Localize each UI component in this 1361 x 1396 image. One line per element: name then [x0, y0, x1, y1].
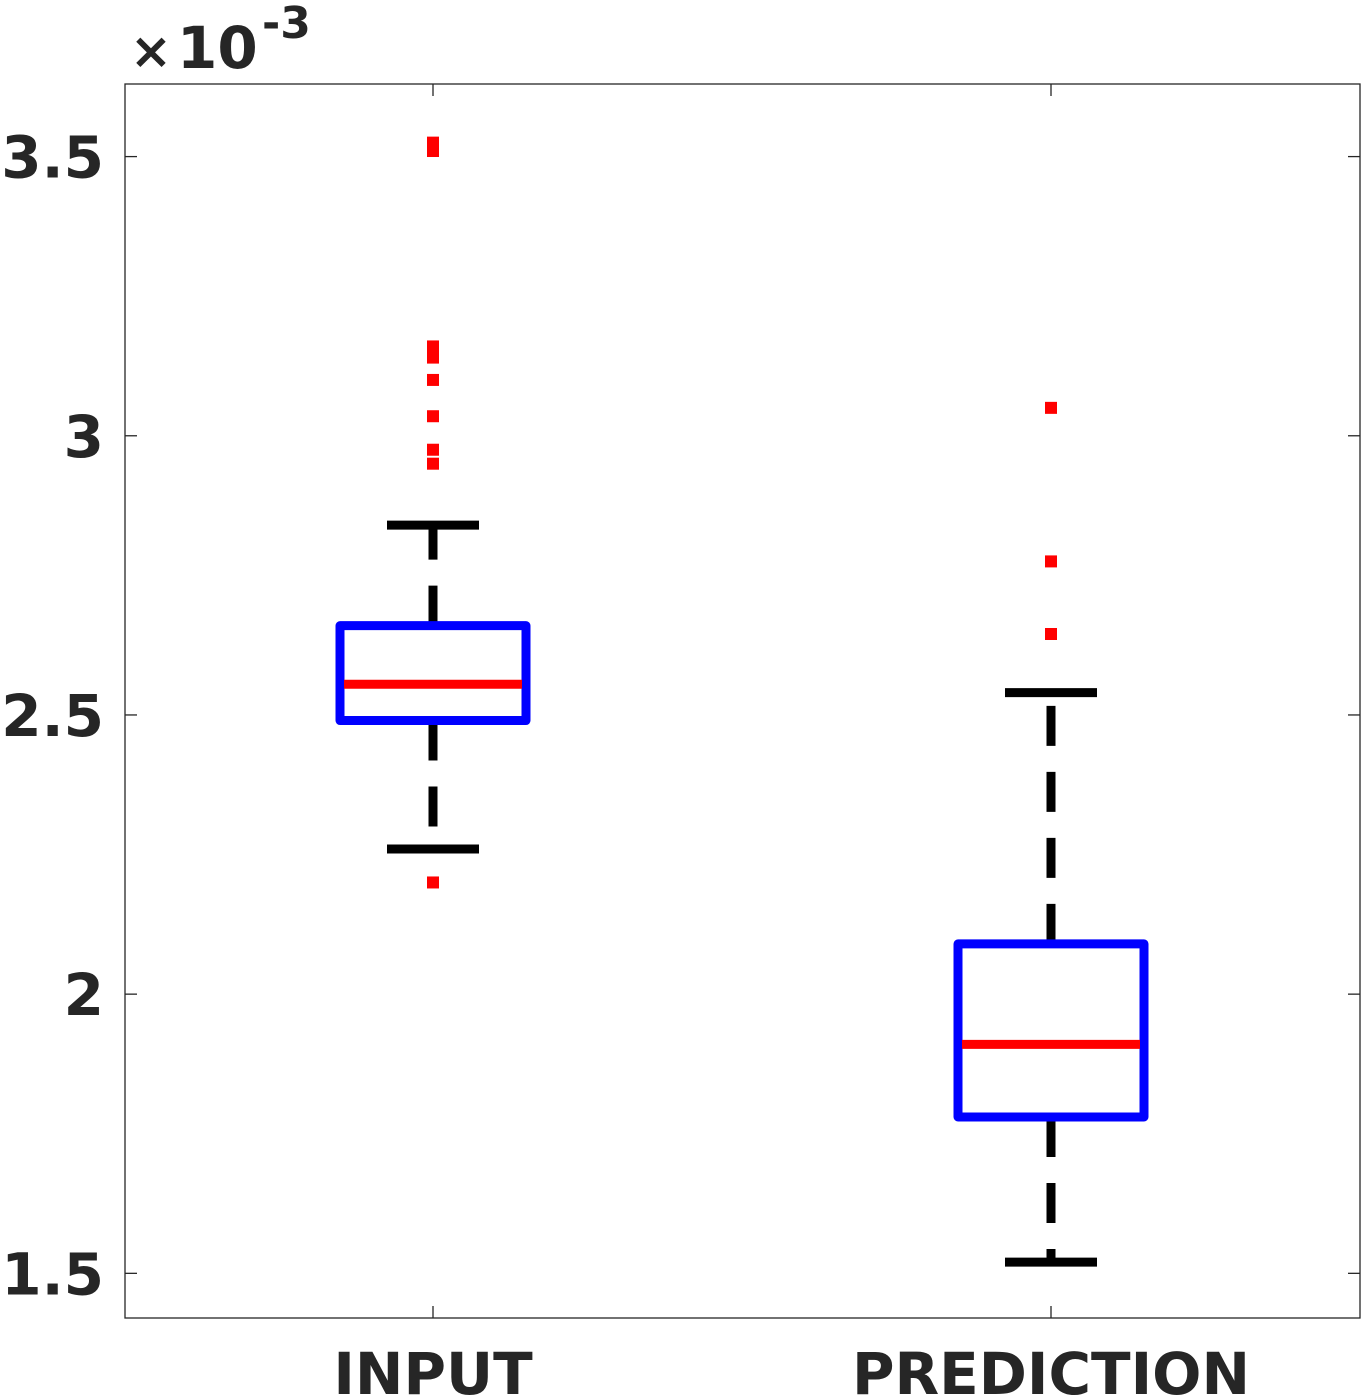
exponent-base: 10: [177, 14, 258, 82]
x-category-label: PREDICTION: [852, 1340, 1250, 1396]
outlier-point: [427, 876, 439, 889]
y-tick-label: 2.5: [1, 682, 104, 750]
outlier-point: [427, 410, 439, 423]
outlier-point: [1045, 627, 1057, 640]
outlier-point: [1045, 401, 1057, 414]
x-category-label: INPUT: [333, 1340, 533, 1396]
outlier-point: [427, 136, 439, 149]
y-tick-label: 3.5: [1, 124, 104, 192]
outlier-point: [427, 443, 439, 456]
outlier-point: [1045, 555, 1057, 568]
outlier-point: [427, 373, 439, 386]
box-iqr: [953, 939, 1149, 1122]
outlier-point: [427, 351, 439, 364]
y-tick-label: 1.5: [1, 1240, 104, 1308]
y-tick-label: 3: [64, 403, 104, 471]
exponent-times-sign: ×: [130, 22, 172, 80]
y-tick-label: 2: [64, 961, 104, 1029]
outlier-point: [427, 457, 439, 470]
plot-frame: [124, 83, 1361, 1319]
outlier-point: [427, 340, 439, 353]
box-iqr: [335, 621, 531, 726]
exponent-power: -3: [262, 0, 311, 49]
